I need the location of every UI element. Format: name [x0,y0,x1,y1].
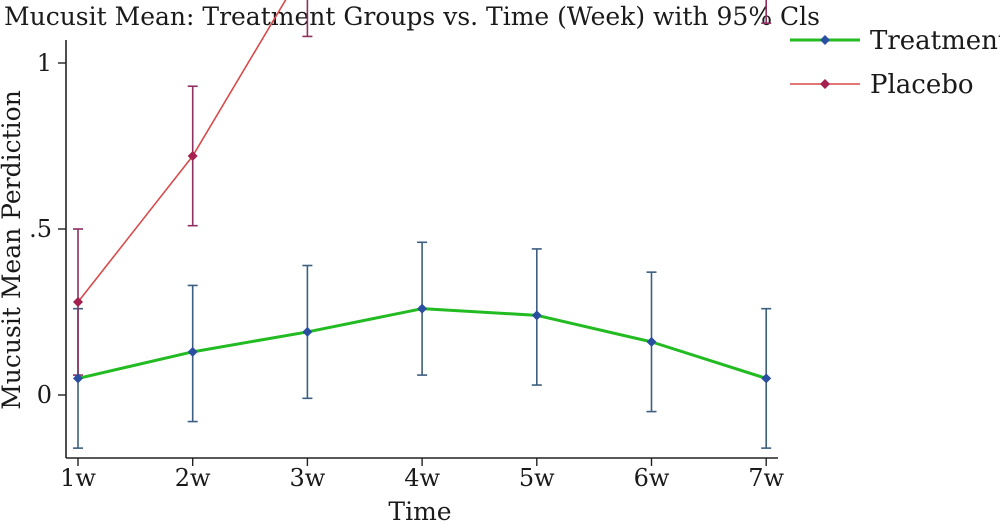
legend-label-placebo: Placebo [870,70,974,100]
x-tick-label: 5w [519,464,555,492]
x-tick-label: 3w [289,464,325,492]
x-axis-label: Time [388,497,451,526]
placebo-error-bar [761,0,772,24]
series-markers [73,150,772,384]
y-tick-label: .5 [29,215,52,243]
treatment-point [73,373,83,384]
legend-label-treatment: Treatment [870,26,1000,56]
y-tick-label: 1 [37,49,52,77]
placebo-point [73,297,83,308]
x-tick-label: 6w [634,464,670,492]
x-tick-label: 7w [748,464,784,492]
x-tick-label: 1w [60,464,96,492]
y-axis-label: Mucusit Mean Perdiction [0,90,26,410]
treatment-point [302,326,313,337]
x-tick-label: 4w [404,464,440,492]
legend-item-treatment: Treatment [790,26,1000,56]
chart-title: Mucusit Mean: Treatment Groups vs. Time … [4,2,820,31]
tick-labels: 0.511.521w2w3w4w5w6w7w [29,49,784,492]
treatment-point [761,373,772,384]
legend: Treatment Placebo [790,26,1000,100]
placebo-error-bar [302,0,313,38]
treatment-point [417,303,428,314]
placebo-point [187,150,198,161]
x-tick-label: 2w [175,464,211,492]
legend-marker-treatment [820,35,830,45]
axes [58,40,778,466]
treatment-point [187,346,198,357]
legend-item-placebo: Placebo [790,70,974,100]
y-tick-label: 0 [37,381,52,409]
treatment-point [531,310,542,321]
treatment-point [646,336,657,347]
error-bars [73,0,772,449]
legend-marker-placebo [820,79,830,89]
